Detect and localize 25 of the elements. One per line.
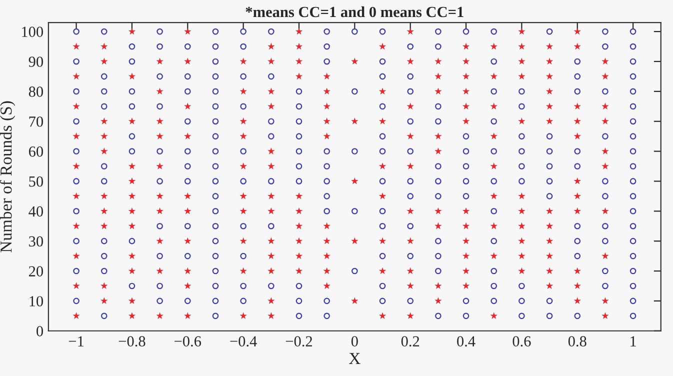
x-tick-label: 0 [351,336,358,346]
x-tick-label: 1 [630,336,636,346]
y-axis-title: Number of Rounds (S) [0,101,16,252]
y-tick-label: 40 [28,206,44,217]
x-tick-label: 0.8 [568,336,586,347]
x-tick-label: 0.2 [401,336,420,347]
x-tick-label: 0.4 [457,336,476,347]
y-tick-label: 50 [29,176,44,187]
x-tick-label: −0.4 [230,336,257,347]
x-tick-label: −0.6 [174,336,202,347]
x-axis-title: X [349,353,360,364]
chart-title: *means CC=1 and 0 means CC=1 [246,6,464,18]
x-tick-label: −1 [68,336,84,346]
y-tick-label: 90 [28,56,44,67]
x-tick-label: −0.2 [286,336,312,347]
x-tick-label: −0.8 [118,336,146,347]
y-tick-label: 60 [28,146,44,157]
y-tick-label: 10 [30,296,44,306]
y-tick-label: 20 [28,266,44,276]
y-tick-label: 0 [36,326,44,336]
x-tick-label: 0.6 [512,336,531,347]
y-tick-label: 100 [22,26,44,37]
y-tick-label: 30 [29,236,44,247]
y-tick-label: 80 [28,86,44,97]
y-tick-label: 70 [29,116,44,127]
